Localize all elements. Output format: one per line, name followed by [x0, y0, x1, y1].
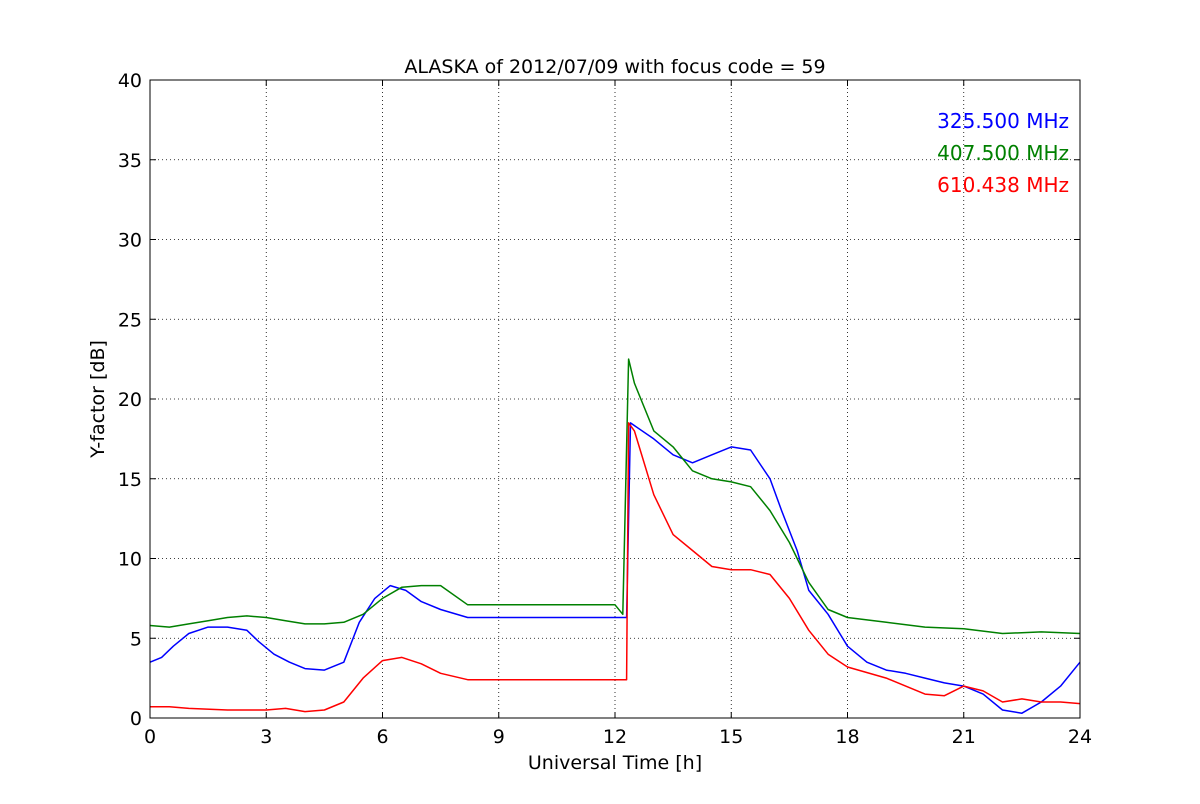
x-tick-label: 0 [144, 726, 156, 748]
y-tick-label: 10 [118, 549, 142, 571]
y-tick-label: 25 [118, 309, 142, 331]
x-tick-label: 21 [952, 726, 976, 748]
x-tick-label: 9 [493, 726, 505, 748]
y-tick-label: 15 [118, 469, 142, 491]
y-tick-label: 30 [118, 230, 142, 252]
x-axis-label: Universal Time [h] [528, 752, 702, 774]
x-tick-label: 3 [260, 726, 272, 748]
y-tick-label: 0 [130, 708, 142, 730]
y-tick-label: 20 [118, 389, 142, 411]
y-tick-label: 40 [118, 70, 142, 92]
x-tick-label: 18 [835, 726, 859, 748]
x-tick-label: 12 [603, 726, 627, 748]
x-tick-label: 6 [376, 726, 388, 748]
legend-entry-2: 610.438 MHz [937, 173, 1069, 197]
legend-entry-0: 325.500 MHz [937, 109, 1069, 133]
legend: 325.500 MHz 407.500 MHz 610.438 MHz [937, 109, 1069, 197]
x-tick-label: 15 [719, 726, 743, 748]
x-tick-label: 24 [1068, 726, 1092, 748]
legend-entry-1: 407.500 MHz [937, 141, 1069, 165]
y-tick-label: 5 [130, 628, 142, 650]
y-tick-label: 35 [118, 150, 142, 172]
y-axis-label: Y-factor [dB] [87, 340, 109, 459]
chart-title: ALASKA of 2012/07/09 with focus code = 5… [404, 56, 825, 78]
